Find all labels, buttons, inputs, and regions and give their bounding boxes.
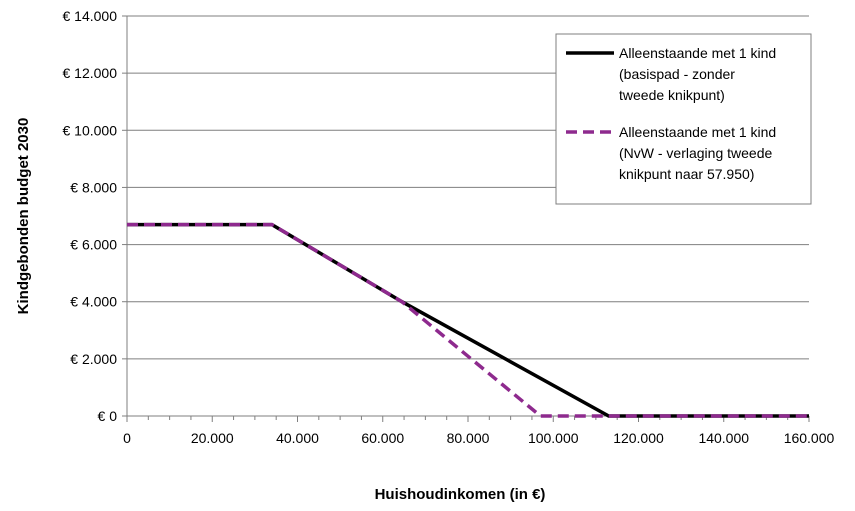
y-tick-label: € 12.000: [63, 65, 118, 81]
x-axis-title: Huishoudinkomen (in €): [375, 486, 546, 503]
legend-label-2: (NvW - verlaging tweede: [619, 145, 772, 161]
x-tick-label: 120.000: [613, 430, 664, 446]
x-tick-label: 40.000: [276, 430, 319, 446]
y-tick-label: € 4.000: [70, 294, 117, 310]
x-tick-label: 100.000: [528, 430, 579, 446]
y-tick-label: € 14.000: [63, 8, 118, 24]
legend-label-1: tweede knikpunt): [619, 87, 725, 103]
legend-label-1: (basispad - zonder: [619, 66, 735, 82]
y-tick-label: € 10.000: [63, 122, 118, 138]
y-tick-label: € 6.000: [70, 237, 117, 253]
y-axis-title: Kindgebonden budget 2030: [15, 118, 32, 315]
x-tick-label: 60.000: [361, 430, 404, 446]
x-tick-label: 80.000: [447, 430, 490, 446]
legend: Alleenstaande met 1 kind (basispad - zond…: [555, 33, 812, 205]
grid-lines: [127, 15, 809, 360]
y-tick-labels: € 0 € 2.000 € 4.000 € 6.000 € 8.000 € 10.000 €…: [63, 8, 118, 424]
x-tick-label: 160.000: [784, 430, 835, 446]
x-tick-label: 20.000: [191, 430, 234, 446]
legend-label-1: Alleenstaande met 1 kind: [619, 45, 776, 61]
series-line-1: [127, 222, 809, 418]
y-tick-label: € 8.000: [70, 179, 117, 195]
series-line-2: [127, 222, 809, 418]
x-tick-labels: 0 20.000 40.000 60.000 80.000 100.000 120.000 1…: [123, 430, 834, 446]
y-tick-label: € 2.000: [70, 351, 117, 367]
y-tick-label: € 0: [98, 408, 118, 424]
x-tick-label: 0: [123, 430, 131, 446]
legend-label-2: knikpunt naar 57.950): [619, 166, 754, 182]
x-tick-label: 140.000: [698, 430, 749, 446]
series-lines: [127, 222, 809, 418]
legend-label-2: Alleenstaande met 1 kind: [619, 124, 776, 140]
legend-box: [555, 33, 812, 205]
